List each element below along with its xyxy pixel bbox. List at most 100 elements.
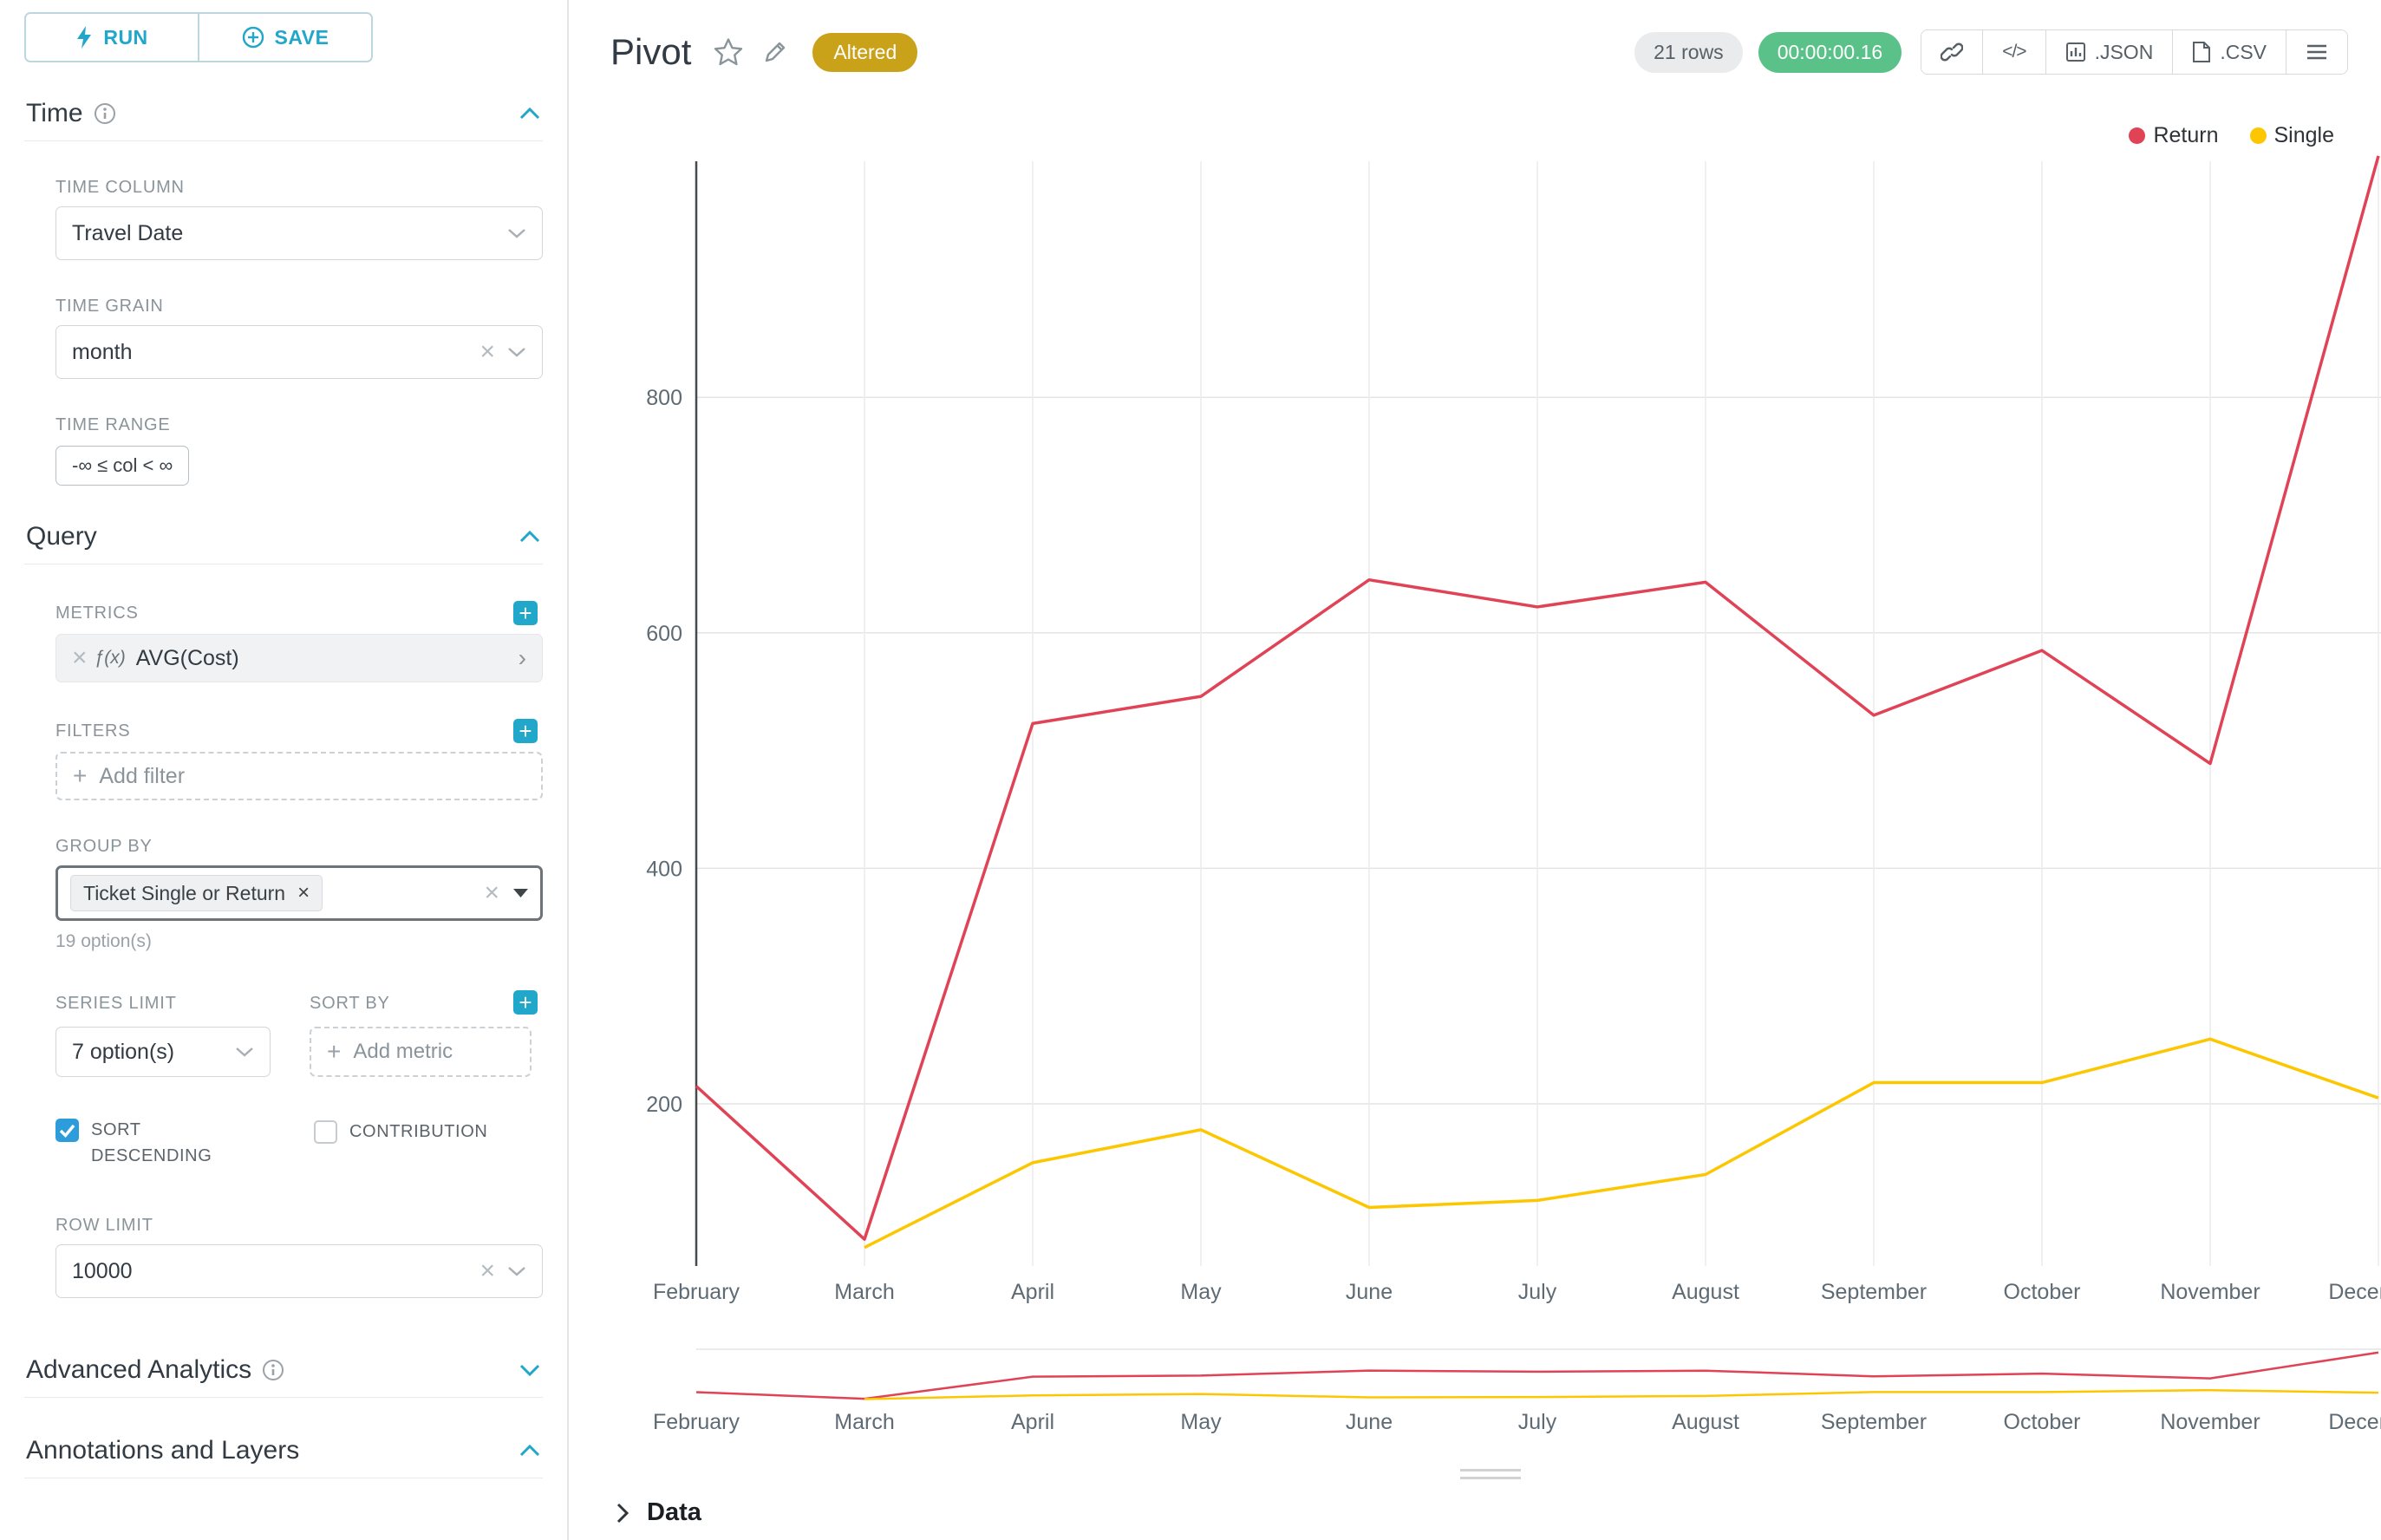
series-line-single[interactable] [864, 1037, 2379, 1250]
save-button[interactable]: SAVE [198, 12, 373, 62]
group-by-tag[interactable]: Ticket Single or Return × [70, 875, 323, 911]
x-axis-label: October [2004, 1280, 2081, 1304]
filters-label: FILTERS [55, 721, 131, 741]
more-options-button[interactable] [2286, 30, 2347, 74]
time-grain-label: TIME GRAIN [55, 297, 164, 316]
remove-tag-icon[interactable]: × [297, 881, 310, 904]
brush-x-axis-label: October [2004, 1410, 2081, 1434]
chart-legend: Return Single [2129, 123, 2334, 148]
y-axis-tick-label: 200 [646, 1093, 682, 1117]
add-metric-button[interactable]: + [513, 601, 538, 625]
x-axis-label: August [1672, 1280, 1739, 1304]
sort-descending-label: SORT DESCENDING [91, 1120, 212, 1165]
info-icon [94, 103, 115, 124]
altered-badge[interactable]: Altered [812, 32, 918, 72]
checkbox-empty-icon[interactable] [314, 1120, 337, 1144]
y-axis-tick-label: 400 [646, 857, 682, 881]
chevron-right-icon[interactable]: › [518, 644, 526, 671]
sort-by-dropzone[interactable]: + Add metric [310, 1027, 532, 1077]
run-button[interactable]: RUN [24, 12, 199, 62]
edit-pencil-icon[interactable] [762, 39, 788, 65]
add-sort-metric-button[interactable]: + [513, 990, 538, 1015]
view-query-button[interactable]: </> [1982, 30, 2045, 74]
clear-icon[interactable]: × [479, 337, 495, 366]
chart-header: Pivot Altered 21 rows 00:00:00.16 [569, 0, 2381, 104]
json-label: .JSON [2094, 40, 2154, 63]
brush-series-line-single [864, 1388, 2379, 1400]
data-panel-toggle[interactable]: Data [616, 1498, 701, 1527]
favorite-star-icon[interactable] [714, 37, 743, 67]
x-axis-label: April [1011, 1280, 1054, 1304]
plus-icon: + [73, 762, 88, 789]
metric-chip[interactable]: × ƒ(x) AVG(Cost) › [55, 634, 543, 682]
resize-handle[interactable] [1460, 1469, 1521, 1485]
query-timer-badge: 00:00:00.16 [1758, 31, 1902, 73]
advanced-analytics-header[interactable]: Advanced Analytics [24, 1347, 543, 1398]
row-limit-label: ROW LIMIT [55, 1216, 153, 1235]
clear-icon[interactable]: × [484, 878, 499, 907]
row-limit-select[interactable]: 10000 × [55, 1244, 543, 1298]
save-label: SAVE [274, 25, 329, 49]
time-column-value: Travel Date [72, 220, 184, 245]
share-link-button[interactable] [1921, 30, 1983, 74]
legend-label: Return [2153, 123, 2219, 147]
hamburger-menu-icon [2307, 44, 2326, 60]
export-json-button[interactable]: .JSON [2045, 30, 2173, 74]
circle-plus-icon [242, 26, 264, 49]
clear-icon[interactable]: × [479, 1256, 495, 1285]
code-icon: </> [2002, 42, 2026, 62]
brush-x-axis-label: September [1821, 1410, 1927, 1434]
brush-x-axis-label: July [1518, 1410, 1557, 1434]
chevron-up-icon[interactable] [519, 530, 541, 544]
panel-divider[interactable] [567, 0, 569, 1540]
group-by-options-hint: 19 option(s) [55, 931, 152, 951]
legend-dot-icon [2249, 127, 2267, 144]
annotations-header[interactable]: Annotations and Layers [24, 1427, 543, 1478]
chevron-up-icon[interactable] [519, 1444, 541, 1458]
series-limit-label: SERIES LIMIT [55, 994, 177, 1013]
legend-item-return[interactable]: Return [2129, 123, 2219, 148]
series-line-return[interactable] [695, 155, 2380, 1241]
remove-metric-icon[interactable]: × [72, 643, 88, 672]
data-panel-label: Data [647, 1498, 701, 1526]
brush-x-axis-label: May [1180, 1410, 1222, 1434]
time-grain-select[interactable]: month × [55, 325, 543, 379]
group-by-select[interactable]: Ticket Single or Return × × [55, 865, 543, 921]
x-axis-label: November [2160, 1280, 2260, 1304]
contribution-checkbox[interactable]: CONTRIBUTION [314, 1119, 487, 1145]
sort-by-label: SORT BY [310, 994, 390, 1013]
chevron-up-icon[interactable] [519, 107, 541, 121]
sort-descending-checkbox[interactable]: SORT DESCENDING [55, 1117, 543, 1169]
advanced-analytics-title: Advanced Analytics [26, 1355, 252, 1384]
time-column-select[interactable]: Travel Date [55, 206, 543, 260]
chart-file-icon [2065, 42, 2085, 62]
plus-icon: + [327, 1038, 342, 1065]
time-grain-value: month [72, 339, 133, 364]
checkbox-checked-icon[interactable] [55, 1119, 79, 1142]
line-chart[interactable]: 200 400 600 800 February February March March Ap… [569, 0, 2381, 1540]
chevron-down-icon[interactable] [519, 1363, 541, 1377]
document-icon [2193, 42, 2211, 62]
time-range-button[interactable]: -∞ ≤ col < ∞ [55, 446, 190, 486]
legend-item-single[interactable]: Single [2249, 123, 2334, 148]
group-by-label: GROUP BY [55, 837, 153, 856]
group-by-tag-label: Ticket Single or Return [83, 881, 286, 904]
query-section-header[interactable]: Query [24, 513, 543, 564]
brush-series-line-return [695, 1351, 2379, 1400]
y-axis-tick-label: 600 [646, 622, 682, 646]
chevron-down-icon [508, 1267, 525, 1276]
time-range-label: TIME RANGE [55, 415, 171, 434]
chevron-down-icon [508, 229, 525, 238]
legend-dot-icon [2129, 127, 2146, 144]
brush-x-axis-label: March [834, 1410, 894, 1434]
x-axis-label: June [1346, 1280, 1393, 1304]
link-icon [1941, 42, 1964, 62]
export-csv-button[interactable]: .CSV [2172, 30, 2286, 74]
series-limit-select[interactable]: 7 option(s) [55, 1027, 271, 1077]
add-filter-button[interactable]: + [513, 719, 538, 743]
time-section-header[interactable]: Time [24, 90, 543, 141]
x-axis-label: September [1821, 1280, 1927, 1304]
y-axis-tick-label: 800 [646, 386, 682, 410]
add-filter-dropzone[interactable]: + Add filter [55, 752, 543, 800]
control-panel: RUN SAVE Time TIME COLUMN Travel Date [0, 0, 567, 1540]
